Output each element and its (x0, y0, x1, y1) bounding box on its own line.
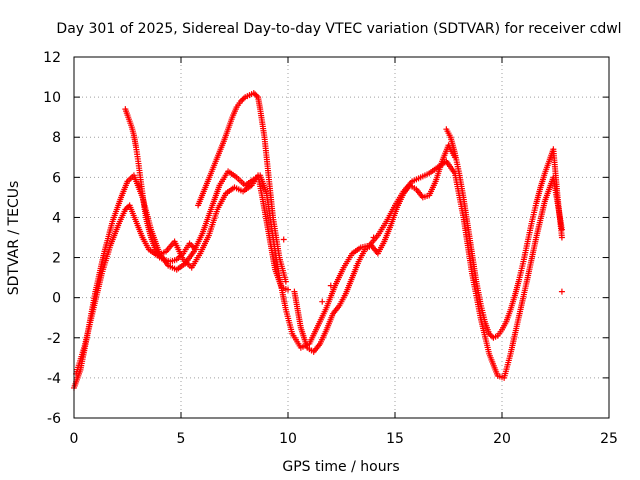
data-point (285, 286, 291, 293)
data-point (319, 298, 326, 305)
y-tick-label: 2 (52, 251, 61, 267)
y-tick-labels: -6 -4 -2 0 2 4 6 8 10 12 (43, 50, 61, 427)
y-tick-label: 6 (52, 170, 61, 186)
data-point (558, 288, 565, 295)
y-tick-label: 10 (43, 90, 61, 106)
data-points (71, 90, 565, 391)
grid-lines (74, 57, 609, 418)
plot-frame (73, 56, 610, 419)
data-point (192, 246, 199, 253)
x-tick-label: 15 (386, 431, 404, 447)
data-point (280, 236, 287, 243)
x-tick-label: 20 (493, 431, 511, 447)
y-tick-label: 12 (43, 50, 61, 66)
data-point (282, 278, 289, 285)
x-tick-label: 25 (600, 431, 618, 447)
y-tick-label: 0 (52, 291, 61, 307)
x-tick-label: 0 (70, 431, 79, 447)
x-tick-label: 10 (279, 431, 297, 447)
x-tick-labels: 0 5 10 15 20 25 (70, 431, 618, 447)
x-axis-label: GPS time / hours (282, 459, 399, 475)
data-point (370, 234, 377, 241)
data-point (558, 234, 565, 241)
chart-title: Day 301 of 2025, Sidereal Day-to-day VTE… (56, 21, 621, 37)
y-axis-label: SDTVAR / TECUs (6, 181, 22, 296)
x-tick-label: 5 (177, 431, 186, 447)
y-tick-label: -2 (47, 331, 61, 347)
data-point (353, 262, 360, 269)
data-point (327, 282, 334, 289)
y-tick-label: -4 (47, 371, 61, 387)
y-tick-label: -6 (47, 411, 61, 427)
y-tick-label: 8 (52, 130, 61, 146)
y-tick-label: 4 (52, 210, 61, 226)
